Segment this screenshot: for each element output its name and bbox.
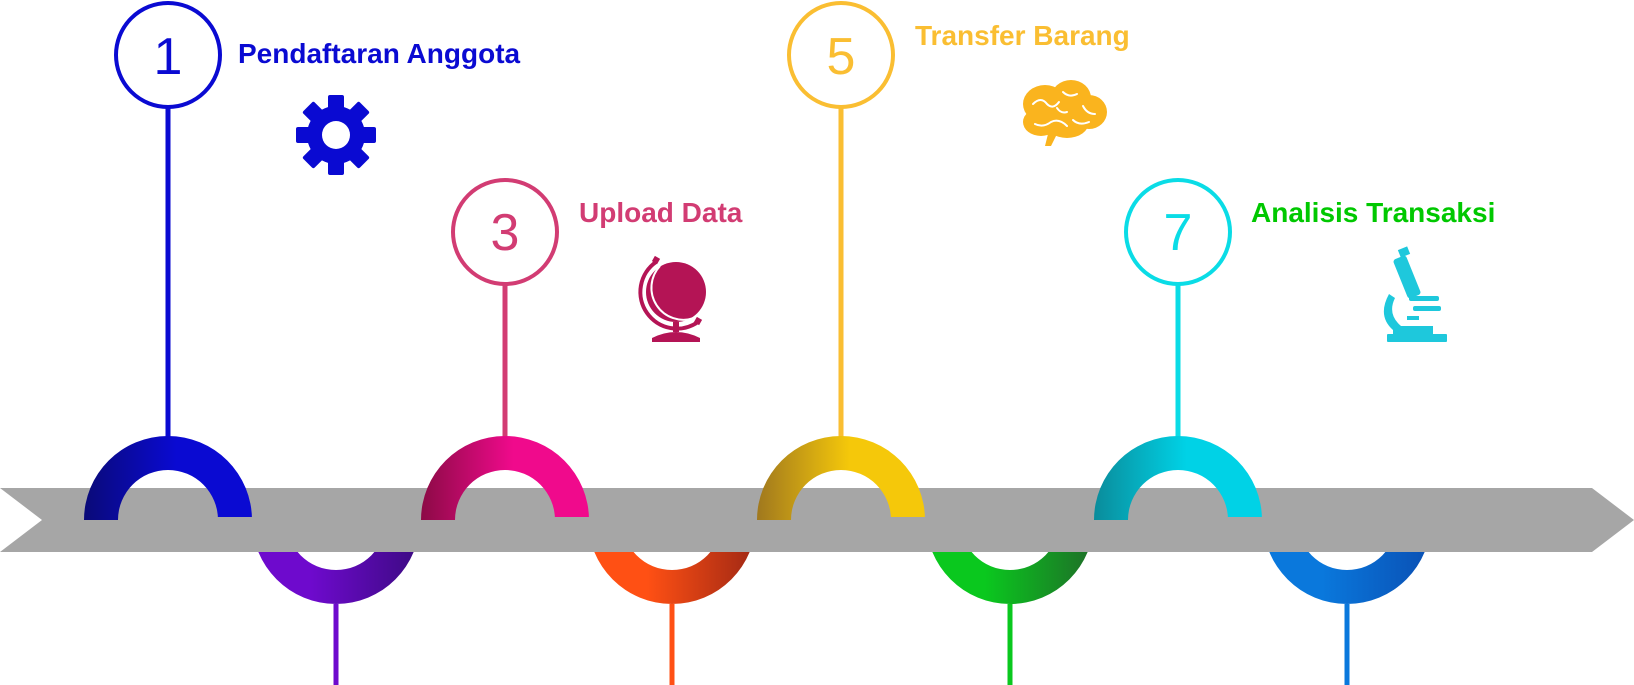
bottom-arc-3 — [926, 520, 1094, 604]
arc-separators — [216, 517, 1264, 523]
step-number-7: 7 — [1164, 204, 1193, 262]
bottom-arcs — [252, 520, 1431, 685]
step-stems — [165, 107, 1181, 438]
separator-4 — [1226, 517, 1264, 523]
bottom-arc-1 — [252, 520, 420, 604]
step-circle-1 — [114, 1, 222, 109]
step-label-7: Analisis Transaksi — [1251, 197, 1495, 228]
step-label-5: Transfer Barang — [915, 20, 1130, 51]
top-arc-2 — [421, 436, 589, 520]
step-circle-3 — [787, 1, 895, 109]
step-circle-2 — [451, 178, 559, 286]
globe-icon — [638, 255, 706, 342]
bottom-arc-2 — [588, 520, 756, 604]
step-label-3: Upload Data — [579, 197, 743, 228]
step-number-1: 1 — [154, 28, 183, 86]
top-arc-4 — [1094, 436, 1262, 520]
step-number-5: 5 — [827, 28, 856, 86]
brain-icon — [1023, 80, 1107, 146]
separator-3 — [889, 517, 927, 523]
step-label-1: Pendaftaran Anggota — [238, 38, 521, 69]
step-circles — [114, 1, 1232, 286]
top-arc-3 — [757, 436, 925, 520]
separator-1 — [216, 517, 254, 523]
step-circle-4 — [1124, 178, 1232, 286]
bottom-arc-4 — [1263, 520, 1431, 604]
separator-2 — [553, 517, 591, 523]
top-arcs — [84, 436, 1262, 520]
step-number-3: 3 — [491, 204, 520, 262]
gear-icon — [296, 95, 376, 175]
microscope-icon — [1383, 246, 1447, 342]
top-arc-1 — [84, 436, 252, 520]
